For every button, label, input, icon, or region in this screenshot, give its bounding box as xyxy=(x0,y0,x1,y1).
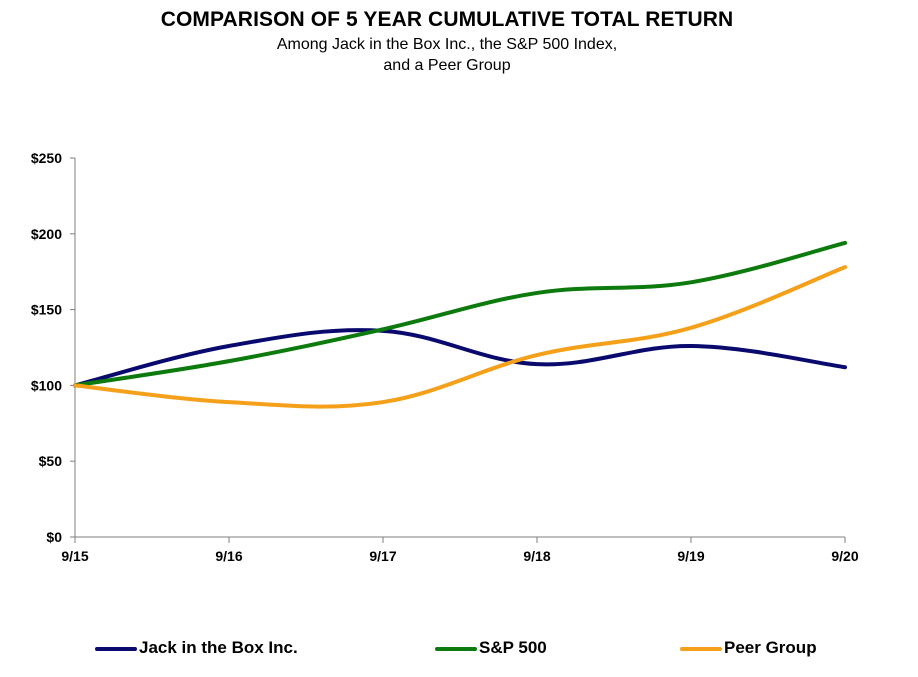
y-tick-label: $250 xyxy=(31,150,62,166)
y-tick-label: $0 xyxy=(46,529,62,545)
legend-label-peer-group: Peer Group xyxy=(724,638,817,657)
chart-title: COMPARISON OF 5 YEAR CUMULATIVE TOTAL RE… xyxy=(160,8,734,31)
x-tick-label: 9/19 xyxy=(677,548,704,564)
y-tick-label: $200 xyxy=(31,226,62,242)
y-tick-label: $100 xyxy=(31,377,62,393)
x-tick-label: 9/17 xyxy=(369,548,396,564)
x-tick-label: 9/15 xyxy=(61,548,88,564)
y-tick-label: $150 xyxy=(31,302,62,318)
legend-label-jack-in-the-box: Jack in the Box Inc. xyxy=(139,638,298,657)
x-tick-label: 9/20 xyxy=(831,548,858,564)
x-tick-label: 9/18 xyxy=(523,548,550,564)
y-tick-label: $50 xyxy=(39,453,63,469)
chart-subtitle-line-2: and a Peer Group xyxy=(383,57,511,74)
series-line-peer-group xyxy=(73,265,847,409)
series-line-sp500 xyxy=(73,240,847,388)
legend-swatch-peer-group xyxy=(680,647,722,651)
legend-swatch-sp500 xyxy=(435,647,477,651)
x-tick-label: 9/16 xyxy=(215,548,242,564)
legend-label-sp500: S&P 500 xyxy=(479,638,547,657)
legend-swatch-jack-in-the-box xyxy=(95,647,137,651)
chart-subtitle-line-1: Among Jack in the Box Inc., the S&P 500 … xyxy=(276,36,618,53)
series-line-jack-in-the-box xyxy=(73,328,847,388)
